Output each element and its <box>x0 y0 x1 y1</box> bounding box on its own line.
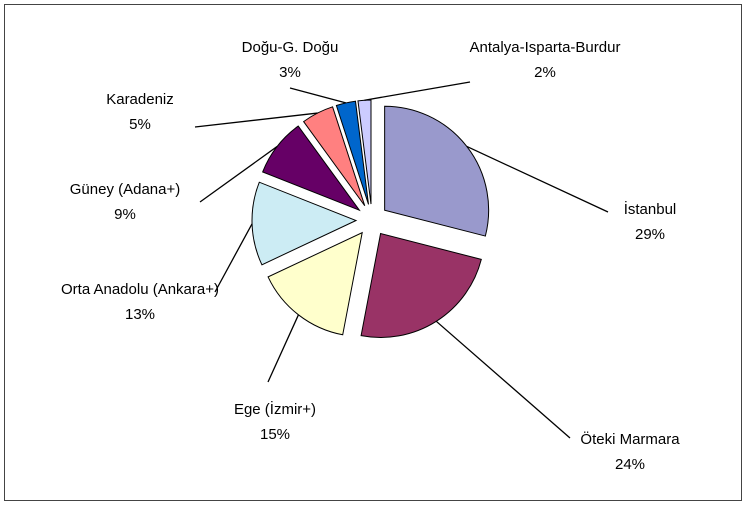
leader-line <box>199 145 278 203</box>
value-label: 13% <box>125 306 155 323</box>
slice-label: Karadeniz <box>106 91 174 108</box>
chart-frame <box>4 4 742 501</box>
leader-line <box>466 145 609 213</box>
value-label: 2% <box>534 64 556 81</box>
pie-slice <box>360 232 482 338</box>
slice-label: Güney (Adana+) <box>70 181 181 198</box>
value-label: 29% <box>635 226 665 243</box>
slice-label: Orta Anadolu (Ankara+) <box>61 281 219 298</box>
leader-line <box>364 81 471 101</box>
slice-label: Öteki Marmara <box>580 430 680 448</box>
slice-label: Doğu-G. Doğu <box>242 39 339 56</box>
pie-slice <box>384 105 490 237</box>
slice-label: Antalya-Isparta-Burdur <box>470 39 621 56</box>
value-label: 15% <box>260 426 290 443</box>
value-label: 24% <box>615 456 645 473</box>
leader-line <box>267 314 300 383</box>
value-label: 3% <box>279 64 301 81</box>
value-label: 5% <box>129 116 151 133</box>
value-label: 9% <box>114 206 136 223</box>
slice-label: İstanbul <box>624 200 677 218</box>
slice-label: Ege (İzmir+) <box>234 400 316 418</box>
leader-line <box>214 223 253 293</box>
pie-slice <box>262 125 361 212</box>
leader-line <box>289 87 346 104</box>
leader-line <box>435 320 571 439</box>
pie-slice <box>357 99 372 205</box>
leader-line <box>194 112 318 128</box>
